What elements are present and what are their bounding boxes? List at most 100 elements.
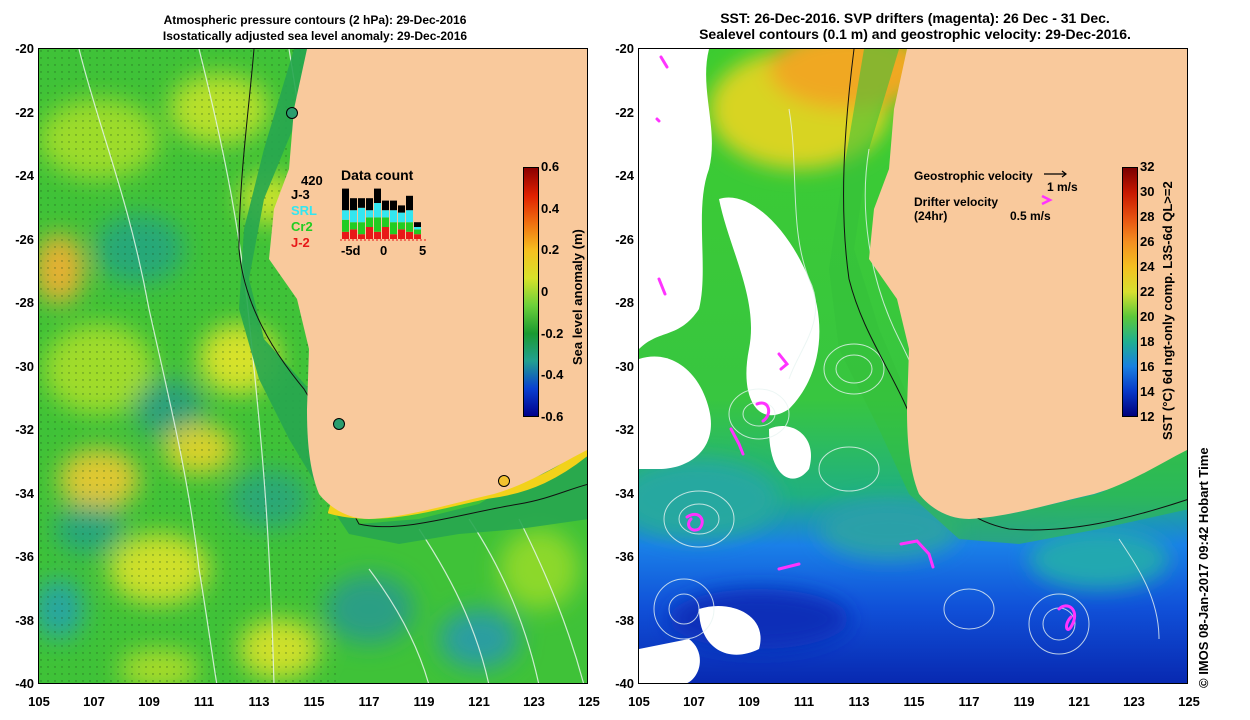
data-count-bar-cr2	[350, 222, 357, 230]
drifter-velocity-scale: 0.5 m/s	[1010, 209, 1051, 223]
colorbar-tick: -0.2	[541, 325, 564, 341]
longitude-tick: 105	[28, 694, 50, 709]
colorbar-tick: 14	[1140, 384, 1155, 399]
data-count-bar-srl	[342, 210, 349, 220]
longitude-tick: 123	[523, 694, 545, 709]
colorbar-tick: 20	[1140, 309, 1155, 324]
sla-colorbar-label: Sea level anomaly (m)	[570, 229, 585, 365]
sst-colorbar	[1122, 167, 1138, 417]
latitude-tick: -20	[615, 41, 634, 56]
data-count-bar-j2	[350, 229, 357, 239]
right-title-line2: Sealevel contours (0.1 m) and geostrophi…	[699, 26, 1131, 42]
data-count-bar-srl	[398, 212, 405, 223]
tide-gauge-station-marker	[332, 418, 345, 431]
colorbar-tick: 26	[1140, 234, 1155, 249]
data-count-bar-srl	[358, 207, 365, 223]
latitude-tick: -28	[615, 295, 634, 310]
longitude-tick: 119	[1013, 694, 1035, 709]
data-count-bar-srl	[374, 203, 381, 218]
longitude-tick: 115	[903, 694, 925, 709]
latitude-tick: -20	[15, 41, 34, 56]
longitude-tick: 107	[83, 694, 105, 709]
longitude-tick: 117	[358, 694, 380, 709]
cloud-mask	[639, 49, 820, 683]
data-count-bar-cr2	[366, 217, 373, 227]
geostrophic-velocity-label: Geostrophic velocity	[914, 169, 1033, 183]
longitude-tick: 105	[628, 694, 650, 709]
drifter-velocity-sublabel: (24hr)	[914, 209, 948, 223]
longitude-tick: 109	[738, 694, 760, 709]
left-title-line2: Isostatically adjusted sea level anomaly…	[162, 29, 468, 43]
data-count-total: 420	[301, 173, 323, 188]
data-count-bar-srl	[350, 210, 357, 223]
latitude-tick: -24	[15, 168, 34, 183]
data-count-bar-cr2	[398, 222, 405, 230]
colorbar-tick: 30	[1140, 184, 1155, 199]
svp-drifter-tracks	[655, 55, 1076, 631]
colorbar-tick: 24	[1140, 259, 1155, 274]
longitude-tick: 107	[683, 694, 705, 709]
data-count-xtick: 5	[419, 243, 427, 258]
left-title-line1: Atmospheric pressure contours (2 hPa): 2…	[163, 13, 467, 27]
colorbar-tick: 0	[541, 284, 549, 299]
data-count-bar-srl	[366, 210, 373, 218]
data-count-bar-j3	[342, 188, 349, 211]
data-count-bar-cr2	[382, 217, 389, 227]
continental-shelf	[239, 49, 587, 544]
data-count-bar-j2	[414, 234, 421, 239]
sst-map: Geostrophic velocity 1 m/s Drifter veloc…	[638, 48, 1188, 684]
data-count-xtick: -5d	[341, 243, 361, 258]
data-count-bar-cr2	[390, 222, 397, 235]
latitude-tick: -36	[615, 549, 634, 564]
drifter-arrow-icon	[1041, 194, 1053, 206]
latitude-tick: -34	[15, 485, 34, 501]
latitude-tick: -30	[15, 358, 34, 374]
longitude-tick: 113	[248, 694, 270, 709]
geostrophic-velocity-scale: 1 m/s	[1047, 180, 1078, 194]
latitude-tick: -38	[15, 612, 34, 628]
latitude-tick: -26	[615, 231, 634, 247]
data-count-bar-j2	[366, 227, 373, 239]
data-count-xtick: 0	[380, 243, 388, 258]
data-count-bar-j2	[382, 227, 389, 239]
latitude-tick: -26	[15, 231, 34, 247]
sst-map-svg	[639, 49, 1187, 683]
latitude-tick: -32	[615, 422, 634, 437]
sst-colorbar-label: SST (°C) 6d ngt-only comp. L3S-6d QL>=2	[1160, 181, 1175, 440]
right-map-title: SST: 26-Dec-2016. SVP drifters (magenta)…	[640, 10, 1190, 42]
imos-credit: © IMOS 08-Jan-2017 09:42 Hobart Time	[1196, 447, 1211, 688]
data-count-bar-j3	[374, 188, 381, 203]
data-count-bar-srl	[390, 210, 397, 223]
longitude-tick: 109	[138, 694, 160, 709]
longitude-tick: 117	[958, 694, 980, 709]
latitude-tick: -28	[15, 295, 34, 310]
data-count-legend-j-3: J-3	[291, 187, 310, 202]
latitude-tick: -22	[15, 104, 34, 120]
data-count-bar-j3	[350, 198, 357, 211]
latitude-tick: -40	[615, 676, 634, 691]
latitude-tick: -38	[615, 612, 634, 628]
tide-gauge-station-marker	[286, 106, 298, 119]
latitude-tick: -34	[615, 485, 634, 501]
data-count-bar-j3	[414, 222, 421, 227]
tide-gauge-station-marker	[497, 475, 510, 488]
data-count-bars	[340, 188, 426, 241]
longitude-tick: 125	[578, 694, 600, 709]
latitude-tick: -30	[615, 358, 634, 374]
drifter-velocity-label: Drifter velocity	[914, 195, 999, 209]
longitude-tick: 121	[1068, 694, 1090, 709]
sst-shelf	[829, 49, 1187, 544]
data-count-bar-cr2	[342, 219, 349, 232]
longitude-tick: 111	[193, 694, 215, 709]
data-count-bar-j3	[382, 200, 389, 211]
colorbar-tick: -0.6	[541, 409, 564, 424]
data-count-bar-j3	[390, 200, 397, 211]
colorbar-tick: 0.6	[541, 159, 560, 174]
data-count-bar-srl	[382, 210, 389, 218]
data-count-bar-j3	[398, 205, 405, 213]
colorbar-tick: 32	[1140, 159, 1155, 174]
data-count-bar-j2	[398, 229, 405, 239]
data-count-bar-j2	[406, 231, 413, 239]
colorbar-tick: 0.2	[541, 242, 560, 258]
data-count-legend-cr2: Cr2	[291, 219, 313, 234]
